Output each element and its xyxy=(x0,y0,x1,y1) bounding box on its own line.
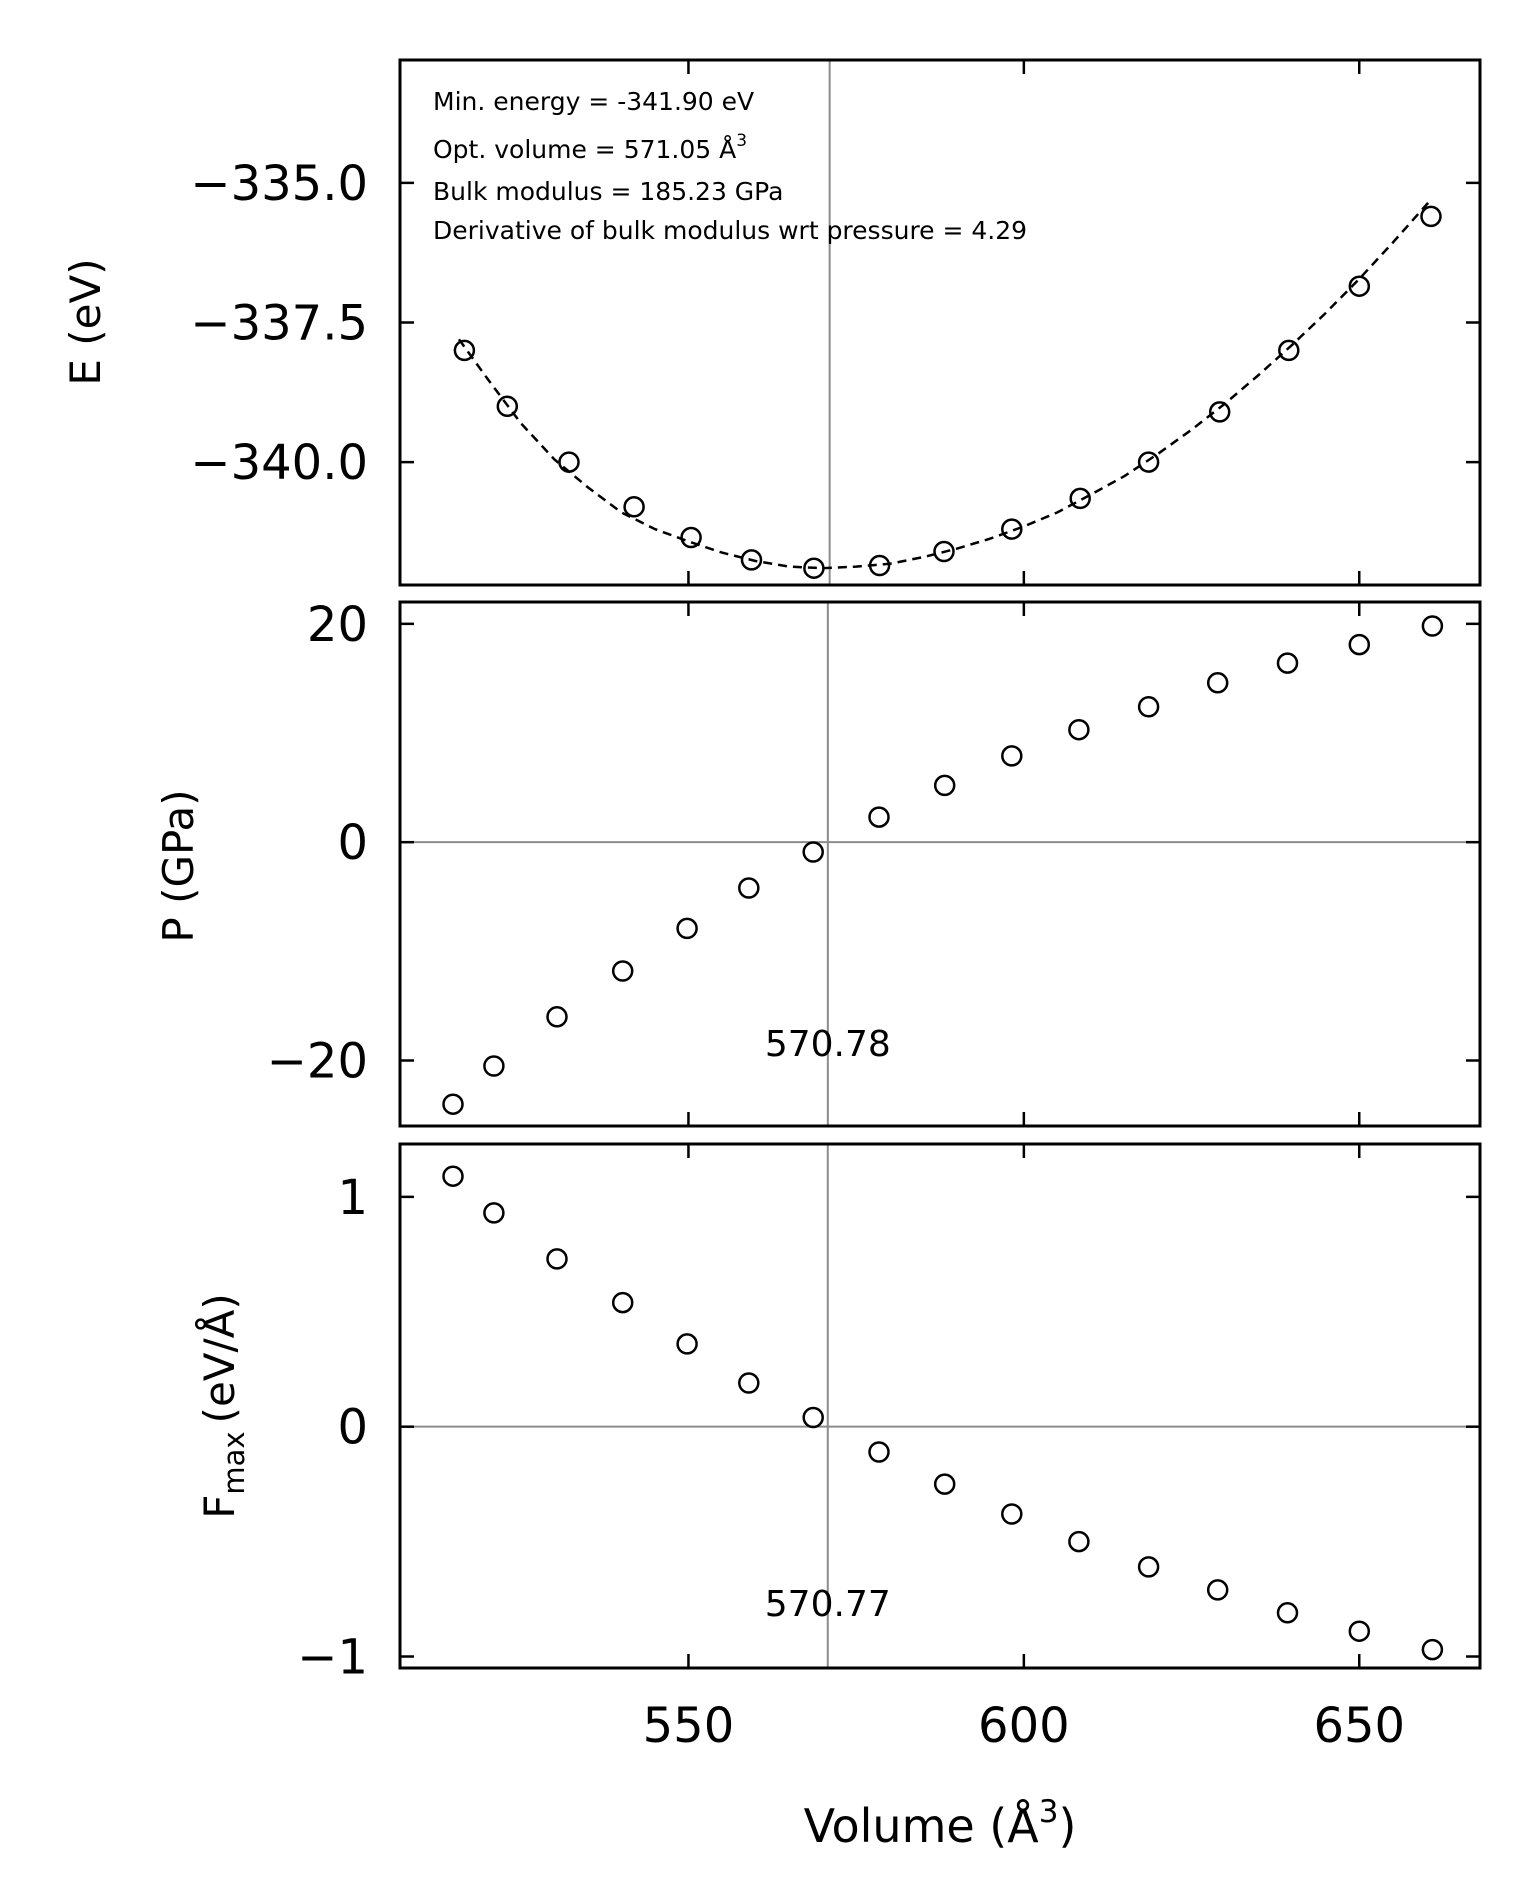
p-data-point xyxy=(1276,652,1299,674)
force-ytick-labels: 1 0 −1 xyxy=(297,1170,368,1686)
energy-panel: −335.0 −337.5 −340.0 Min. energy = -341.90… xyxy=(61,58,1482,587)
energy-ticks xyxy=(400,60,1480,585)
f-data-point xyxy=(1348,1620,1371,1642)
force-ylabel-sub: max xyxy=(217,1431,251,1494)
e-data-point xyxy=(1001,518,1023,540)
e-data-point xyxy=(740,549,763,571)
p-data-point xyxy=(546,1006,568,1028)
force-ylabel-main: F xyxy=(195,1495,244,1519)
energy-ylabel: E (eV) xyxy=(61,258,110,385)
p-data-point xyxy=(802,841,824,863)
e-data-point xyxy=(1348,275,1371,297)
p-data-point xyxy=(611,960,634,982)
annotation-bulk-modulus: Bulk modulus = 185.23 GPa xyxy=(433,177,783,206)
e-data-point xyxy=(868,554,891,577)
annotation-opt-volume-text: Opt. volume = 571.05 Å xyxy=(433,135,736,164)
p-data-point xyxy=(933,774,956,797)
volume-xlabel-main: Volume (Å xyxy=(804,1799,1040,1853)
p-data-point xyxy=(738,877,760,899)
p-data-point xyxy=(1001,745,1023,767)
p-data-point xyxy=(483,1055,505,1077)
f-ytick-label: 1 xyxy=(337,1170,368,1226)
f-data-point xyxy=(676,1333,698,1355)
p-data-point xyxy=(1348,633,1371,656)
pressure-ytick-labels: 20 0 −20 xyxy=(267,597,368,1090)
xtick-label: 650 xyxy=(1313,1698,1405,1754)
e-data-point xyxy=(933,540,955,563)
p-ytick-label: 0 xyxy=(337,815,368,871)
e-data-point xyxy=(803,557,825,579)
f-data-point xyxy=(1276,1602,1299,1624)
energy-frame xyxy=(398,58,1482,587)
p-data-point xyxy=(1421,615,1444,637)
annotation-min-energy: Min. energy = -341.90 eV xyxy=(433,87,754,116)
e-data-point xyxy=(558,451,580,473)
energy-ytick-labels: −335.0 −337.5 −340.0 xyxy=(190,156,368,491)
pressure-markers xyxy=(442,615,1444,1115)
pressure-panel: 20 0 −20 570.78 P (GPa) xyxy=(154,597,1482,1128)
energy-fit-curve xyxy=(457,198,1432,570)
f-data-point xyxy=(868,1441,890,1463)
annotation-bulk-modulus-derivative: Derivative of bulk modulus wrt pressure … xyxy=(433,216,1027,245)
e-data-point xyxy=(1420,205,1442,228)
f-data-point xyxy=(483,1202,505,1224)
f-data-point xyxy=(611,1291,634,1314)
e-ytick-label: −337.5 xyxy=(190,296,368,352)
force-frame xyxy=(398,1142,1482,1670)
p-data-point xyxy=(868,806,890,828)
p-data-point xyxy=(1206,672,1229,694)
pressure-ticks xyxy=(400,602,1480,1126)
p-data-point xyxy=(442,1093,464,1115)
f-data-point xyxy=(738,1372,760,1394)
p-data-point xyxy=(1137,696,1160,718)
force-xtick-labels: 550 600 650 xyxy=(643,1698,1405,1754)
f-data-point xyxy=(1137,1556,1160,1578)
pressure-vline-label: 570.78 xyxy=(765,1024,891,1065)
p-ytick-label: −20 xyxy=(267,1034,368,1090)
f-data-point xyxy=(1421,1638,1444,1661)
e-data-point xyxy=(1278,339,1300,362)
f-data-point xyxy=(802,1406,824,1429)
p-data-point xyxy=(676,917,698,940)
e-data-point xyxy=(496,395,519,418)
e-data-point xyxy=(1208,401,1231,423)
volume-xlabel-close: ) xyxy=(1058,1799,1076,1853)
f-data-point xyxy=(1206,1579,1229,1601)
volume-xlabel: Volume (Å3) xyxy=(804,1794,1077,1853)
annotation-opt-volume-sup: 3 xyxy=(736,131,747,151)
volume-xlabel-sup: 3 xyxy=(1039,1794,1059,1830)
e-data-point xyxy=(1069,487,1091,510)
f-data-point xyxy=(933,1473,956,1495)
e-ytick-label: −335.0 xyxy=(190,156,368,212)
e-data-point xyxy=(1137,451,1160,473)
xtick-label: 550 xyxy=(643,1698,735,1754)
e-ytick-label: −340.0 xyxy=(190,435,368,491)
f-data-point xyxy=(1068,1530,1090,1553)
f-ytick-label: 0 xyxy=(337,1400,368,1456)
force-vline-label: 570.77 xyxy=(765,1584,891,1625)
force-markers xyxy=(442,1165,1444,1661)
e-data-point xyxy=(680,526,702,549)
e-data-point xyxy=(623,496,645,518)
f-data-point xyxy=(442,1165,464,1187)
f-ytick-label: −1 xyxy=(297,1630,368,1686)
force-panel: 1 0 −1 550 600 650 570.77 Fmax (eV/Å) Volume … xyxy=(194,1142,1482,1853)
p-ytick-label: 20 xyxy=(307,597,368,653)
force-ylabel-unit: (eV/Å) xyxy=(194,1293,244,1423)
f-data-point xyxy=(1001,1503,1023,1525)
f-data-point xyxy=(546,1248,568,1270)
pressure-frame xyxy=(398,600,1482,1128)
e-data-point xyxy=(453,339,476,362)
p-data-point xyxy=(1068,718,1090,741)
energy-markers xyxy=(453,205,1442,579)
pressure-ylabel: P (GPa) xyxy=(154,789,203,942)
annotation-opt-volume: Opt. volume = 571.05 Å3 xyxy=(433,131,747,164)
force-ticks xyxy=(400,1144,1480,1668)
xtick-label: 600 xyxy=(978,1698,1070,1754)
force-ylabel: Fmax (eV/Å) xyxy=(194,1293,251,1519)
